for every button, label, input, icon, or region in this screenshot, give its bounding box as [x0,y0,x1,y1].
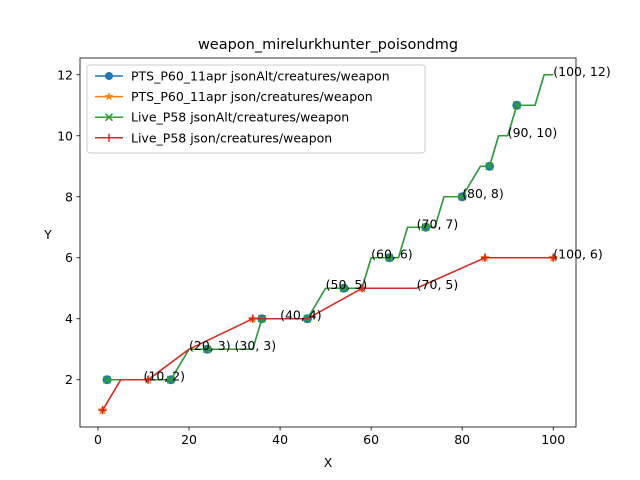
y-tick-label: 8 [65,189,73,204]
y-tick-label: 10 [57,128,73,143]
x-tick-label: 80 [454,432,470,447]
y-axis-ticks: 2 4 6 8 10 12 [57,67,80,387]
legend-box [86,64,426,154]
series-3-point-4 [480,253,489,262]
legend-marker-3 [105,133,113,142]
point-annotation: (30, 3) [235,338,277,353]
point-annotation: (50, 5) [326,277,368,292]
series-2-point-6 [385,253,394,262]
point-annotation: (80, 8) [462,186,504,201]
series-3-point-1 [144,375,153,384]
y-tick-label: 2 [65,372,73,387]
series-2-point-0 [103,375,112,384]
x-tick-label: 40 [272,432,288,447]
series-line-2 [107,74,554,381]
point-annotation: (70, 7) [417,216,459,231]
x-tick-label: 0 [94,432,102,447]
series-2-point-2 [203,345,212,354]
x-tick-label: 60 [363,432,379,447]
legend-label-2: Live_P58 jsonAlt/creatures/weapon [131,110,349,125]
point-annotation: (40, 4) [280,308,322,323]
plot-area [79,57,577,428]
x-axis-label: X [324,455,333,470]
point-annotations: (10, 2) (20, 3) (30, 3)(40, 4) (50, 5)(60, … [144,64,611,384]
point-annotation: (100, 12) [553,64,610,79]
series-3-point-5 [549,253,558,262]
y-tick-label: 6 [65,250,73,265]
point-annotation: (100, 6) [553,247,603,262]
chart-title: weapon_mirelurkhunter_poisondmg [198,37,458,53]
legend-label-1: PTS_P60_11apr json/creatures/weapon [131,89,373,104]
y-tick-label: 4 [65,311,73,326]
y-tick-label: 12 [57,67,73,82]
series-2-point-7 [421,223,430,232]
legend-label-3: Live_P58 json/creatures/weapon [131,130,332,145]
series-2-point-1 [166,375,175,384]
x-axis-ticks: 0 20 40 60 80 100 [94,427,565,447]
point-annotation: (60, 6) [371,247,413,262]
legend-marker-0 [105,72,113,80]
series-2-point-5 [339,284,348,293]
series-2-point-8 [458,192,467,201]
legend-marker-2 [104,113,114,122]
point-annotation: (70, 5) [417,277,459,292]
legend-marker-1 [104,92,114,101]
series-2-point-9 [485,162,494,171]
point-annotation: (10, 2) [144,369,186,384]
series-2-point-10 [512,101,521,110]
point-annotation: (90, 10) [508,125,558,140]
point-annotation: (20, 3) [189,338,231,353]
series-line-3 [101,257,554,411]
y-axis-label: Y [43,227,52,242]
series-3-point-2 [248,314,257,323]
series-3-point-3 [358,284,367,293]
series-3-point-0 [98,406,107,415]
axes-frame [79,57,577,428]
legend: PTS_P60_11apr jsonAlt/creatures/weapon PT… [86,64,426,154]
legend-label-0: PTS_P60_11apr jsonAlt/creatures/weapon [131,69,390,84]
x-tick-label: 20 [181,432,197,447]
x-tick-label: 100 [541,432,565,447]
